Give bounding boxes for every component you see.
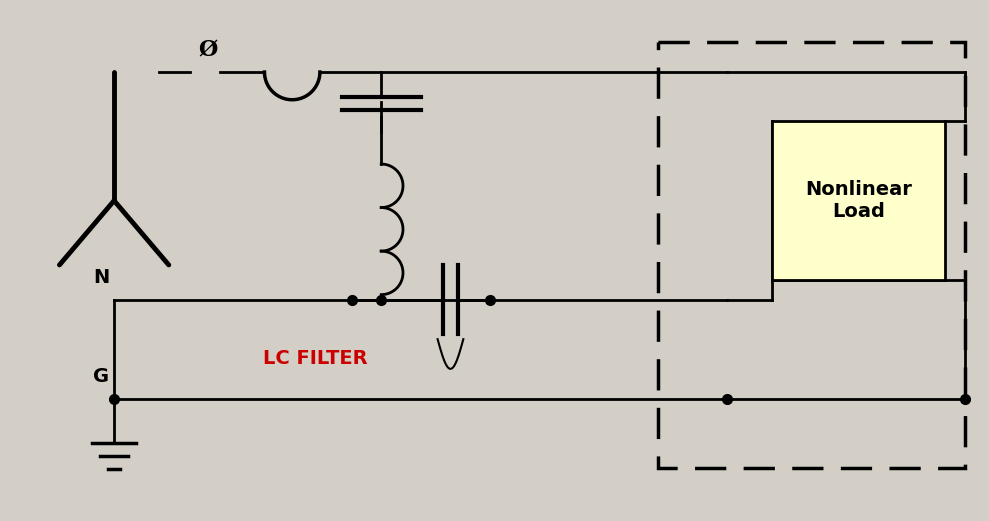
Text: N: N [93, 268, 109, 287]
Text: Nonlinear
Load: Nonlinear Load [805, 180, 912, 221]
Bar [772, 121, 945, 280]
Text: Ø: Ø [199, 39, 218, 61]
Bar [659, 42, 965, 468]
Text: LC FILTER: LC FILTER [262, 350, 367, 368]
Text: G: G [93, 367, 109, 386]
